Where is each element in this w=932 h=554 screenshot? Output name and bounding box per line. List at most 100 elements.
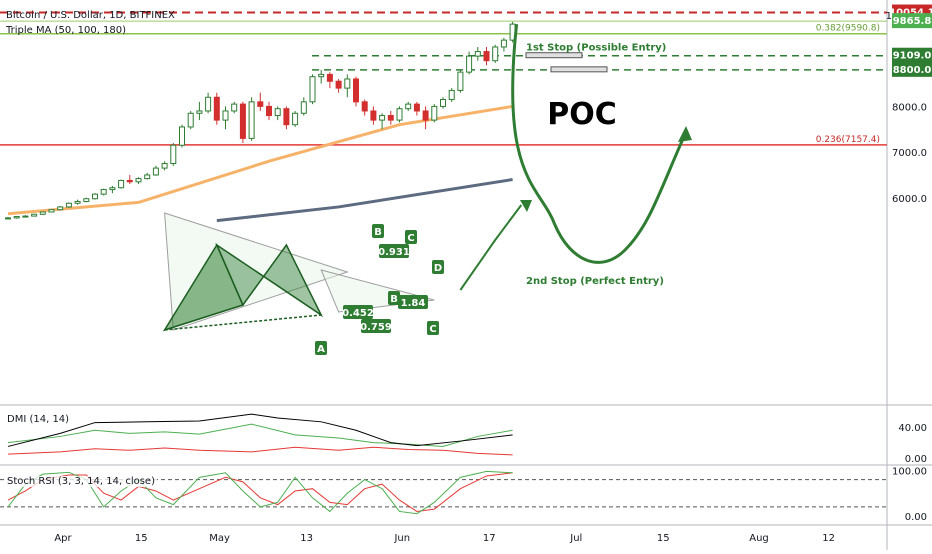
time-axis-label: 15 [135, 533, 148, 544]
candle [13, 216, 20, 219]
candle-body [396, 108, 403, 121]
ma-50-line [7, 104, 513, 216]
candle-body [213, 96, 220, 121]
candle [318, 69, 325, 84]
candle-body [283, 108, 290, 126]
time-axis-label: 15 [657, 533, 670, 544]
candle [100, 188, 107, 196]
candle-body [152, 167, 159, 176]
candle [283, 106, 290, 130]
candle [170, 142, 177, 166]
candle-body [466, 55, 473, 73]
candle-body [31, 213, 38, 217]
candle-body [22, 215, 29, 218]
candle-body [483, 51, 490, 62]
harmonic-label-box [427, 321, 439, 335]
candle [405, 101, 412, 111]
time-axis-label: 13 [300, 533, 313, 544]
candle-body [257, 101, 264, 107]
candle [492, 44, 499, 63]
candle [31, 213, 38, 217]
second-stop-box [550, 66, 608, 73]
harmonic-label: 0.759 [360, 322, 392, 333]
dmi-tick-label: 0.00 [905, 454, 927, 465]
impulse-arrow [459, 204, 523, 291]
dmi-tick-label: 40.00 [898, 423, 927, 434]
candle [179, 124, 185, 148]
candle-body [100, 189, 107, 195]
fib-level-label: 0.382(9590.8) [816, 24, 880, 34]
candle-body [457, 71, 464, 91]
candle [422, 106, 429, 130]
candle-body [39, 211, 46, 215]
candle-body [405, 103, 412, 110]
harmonic-label-box [379, 244, 409, 258]
candle-body [309, 76, 316, 103]
candle-body [74, 200, 81, 204]
candle-body [239, 103, 246, 139]
candle-body [126, 179, 133, 183]
harmonic-label: C [407, 233, 414, 244]
candle [161, 161, 168, 171]
candle [118, 179, 125, 189]
candle-body [170, 144, 177, 165]
harmonic-label-box [361, 319, 391, 333]
candle-body [161, 163, 168, 169]
indicator-title: Triple MA (50, 100, 180) [6, 25, 127, 36]
candle-body [196, 110, 203, 114]
candle-body [248, 101, 255, 139]
candle-body [448, 89, 455, 101]
candle-body [266, 105, 272, 117]
time-axis-label: May [209, 533, 230, 544]
price-tick-label: 8000.0 [892, 102, 927, 113]
time-axis-label: Aug [749, 533, 769, 544]
harmonic-label: D [434, 263, 442, 274]
time-axis-label: Jun [393, 533, 410, 544]
candle [344, 74, 351, 98]
candle-body [48, 209, 55, 213]
candle [326, 72, 333, 89]
harmonic-label: 0.931 [378, 247, 410, 258]
dmi-adx-line [7, 413, 513, 447]
candle-body [274, 108, 281, 117]
candle-body [5, 217, 11, 220]
harmonic-label-box [343, 305, 373, 319]
candle [5, 216, 11, 220]
candle-body [222, 110, 229, 121]
candle [353, 76, 359, 107]
price-tag-label: 10054.1 [889, 8, 932, 19]
candle-body [370, 110, 377, 121]
symbol-title: Bitcoin / U.S. Dollar, 1D, BITFINEX [6, 10, 175, 21]
candle-body [431, 105, 438, 121]
candle [466, 51, 473, 75]
candle [457, 69, 464, 93]
candle-body [109, 187, 116, 191]
second-stop-annotation: 2nd Stop (Perfect Entry) [526, 276, 664, 287]
harmonic-pattern-bcd [215, 242, 324, 318]
candle [22, 215, 29, 218]
candle [413, 101, 420, 116]
candle [187, 110, 194, 130]
candle [379, 113, 386, 130]
candle [39, 211, 46, 216]
stoch-tick-label: 100.00 [892, 467, 927, 478]
candle-body [92, 193, 98, 200]
candle [152, 165, 159, 176]
harmonic-label-box [388, 291, 400, 305]
harmonic-label: 1.84 [401, 298, 426, 309]
candle-body [440, 99, 446, 107]
dmi-minus-line [7, 446, 513, 456]
stoch-k-line [7, 470, 513, 515]
dmi-title: DMI (14, 14) [5, 414, 72, 425]
time-axis-label: 12 [822, 533, 835, 544]
candle-body [231, 103, 238, 112]
candle [292, 110, 299, 127]
candle [300, 97, 307, 116]
projection-arrowhead [678, 126, 692, 142]
candle-body [144, 174, 151, 180]
candle-body [65, 202, 72, 208]
price-tick-label: 7000.0 [892, 148, 927, 159]
candle [135, 177, 142, 185]
candle-body [387, 115, 394, 121]
